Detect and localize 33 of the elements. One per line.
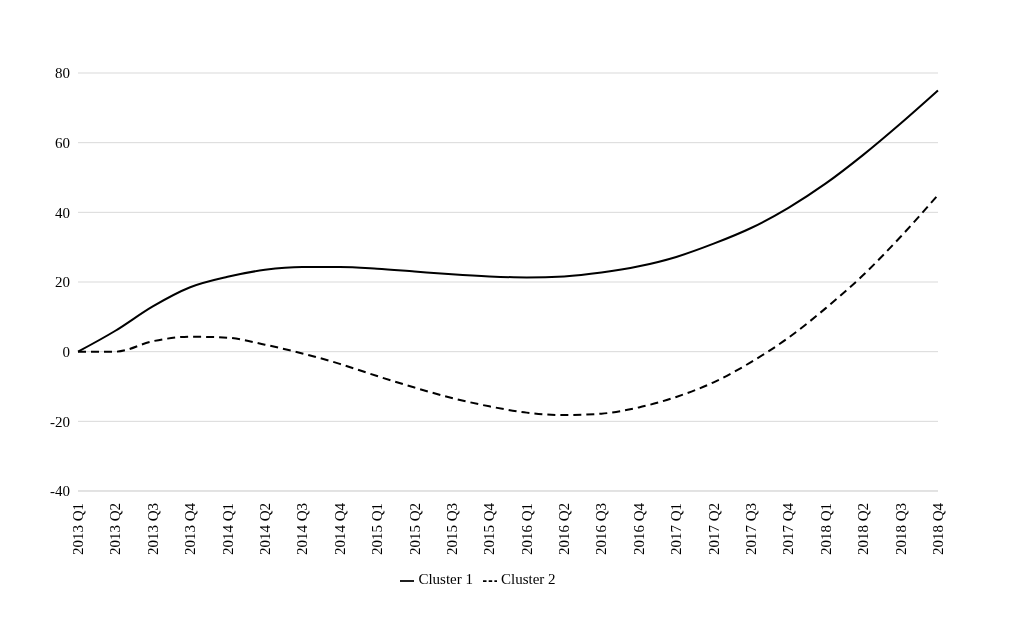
- legend-label: Cluster 1: [418, 571, 473, 587]
- y-tick-label: -20: [50, 413, 70, 430]
- x-tick-label: 2013 Q4: [182, 502, 199, 556]
- y-tick-label: 0: [62, 343, 70, 360]
- x-tick-label: 2016 Q4: [630, 502, 647, 556]
- x-tick-label: 2015 Q3: [443, 503, 460, 556]
- x-tick-label: 2018 Q3: [892, 503, 909, 556]
- x-tick-label: 2015 Q1: [369, 503, 386, 556]
- x-tick-label: 2017 Q1: [668, 503, 685, 556]
- x-tick-label: 2016 Q1: [518, 503, 535, 556]
- x-tick-label: 2018 Q2: [855, 503, 872, 556]
- x-tick-label: 2018 Q1: [817, 503, 834, 556]
- x-tick-label: 2014 Q1: [219, 503, 236, 556]
- x-tick-label: 2014 Q2: [256, 503, 273, 556]
- y-tick-label: 80: [55, 65, 70, 82]
- x-tick-label: 2014 Q3: [294, 503, 311, 556]
- y-tick-label: 40: [55, 204, 70, 221]
- x-tick-label: 2013 Q3: [144, 503, 161, 556]
- x-tick-label: 2016 Q3: [593, 503, 610, 556]
- x-tick-label: 2017 Q2: [705, 503, 722, 556]
- x-tick-label: 2017 Q4: [780, 502, 797, 556]
- legend-label: Cluster 2: [501, 571, 556, 587]
- x-tick-label: 2017 Q3: [743, 503, 760, 556]
- x-tick-label: 2013 Q2: [107, 503, 124, 556]
- x-tick-label: 2018 Q4: [930, 502, 946, 556]
- x-tick-label: 2015 Q4: [481, 502, 498, 556]
- x-tick-label: 2016 Q2: [556, 503, 573, 556]
- y-tick-label: -40: [50, 483, 70, 500]
- y-tick-label: 20: [55, 274, 70, 291]
- y-tick-label: 60: [55, 134, 70, 151]
- x-tick-label: 2013 Q1: [70, 503, 86, 556]
- x-tick-label: 2014 Q4: [331, 502, 348, 556]
- x-tick-label: 2015 Q2: [406, 503, 423, 556]
